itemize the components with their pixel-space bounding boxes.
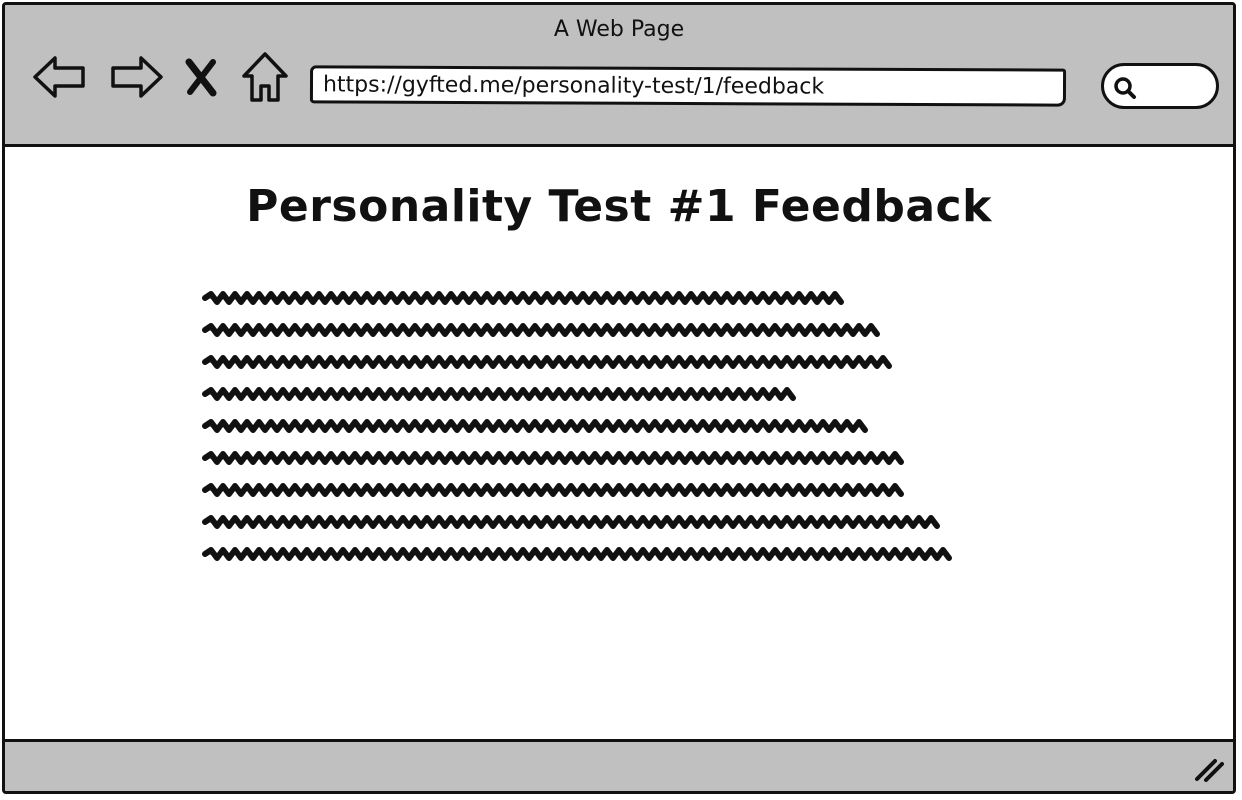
home-icon [242,52,288,102]
forward-arrow-icon [111,56,163,98]
scribble-line [195,442,1045,474]
url-text: https://gyfted.me/personality-test/1/fee… [322,71,825,100]
resize-grip-icon[interactable] [1193,753,1225,783]
search-icon [1114,77,1136,99]
scribble-line [195,538,1045,570]
search-field[interactable] [1101,63,1219,109]
browser-toolbar: A Web Page https:/ [5,5,1233,147]
home-button[interactable] [237,49,293,105]
scribble-line [195,378,1045,410]
window-title: A Web Page [553,17,685,42]
back-arrow-icon [33,56,85,98]
page-title: Personality Test #1 Feedback [246,181,992,232]
scribble-line [195,282,1045,314]
close-icon [185,58,217,97]
page-content: Personality Test #1 Feedback [5,147,1233,747]
address-bar[interactable]: https://gyfted.me/personality-test/1/fee… [309,65,1067,107]
back-button[interactable] [31,49,87,105]
scribble-line [195,314,1045,346]
scribble-line [195,506,1045,538]
scribble-line [195,346,1045,378]
status-bar [5,739,1233,791]
stop-button[interactable] [177,49,225,105]
scribble-line [195,410,1045,442]
scribble-line [195,474,1045,506]
forward-button[interactable] [109,49,165,105]
body-text-placeholder [195,282,1045,570]
